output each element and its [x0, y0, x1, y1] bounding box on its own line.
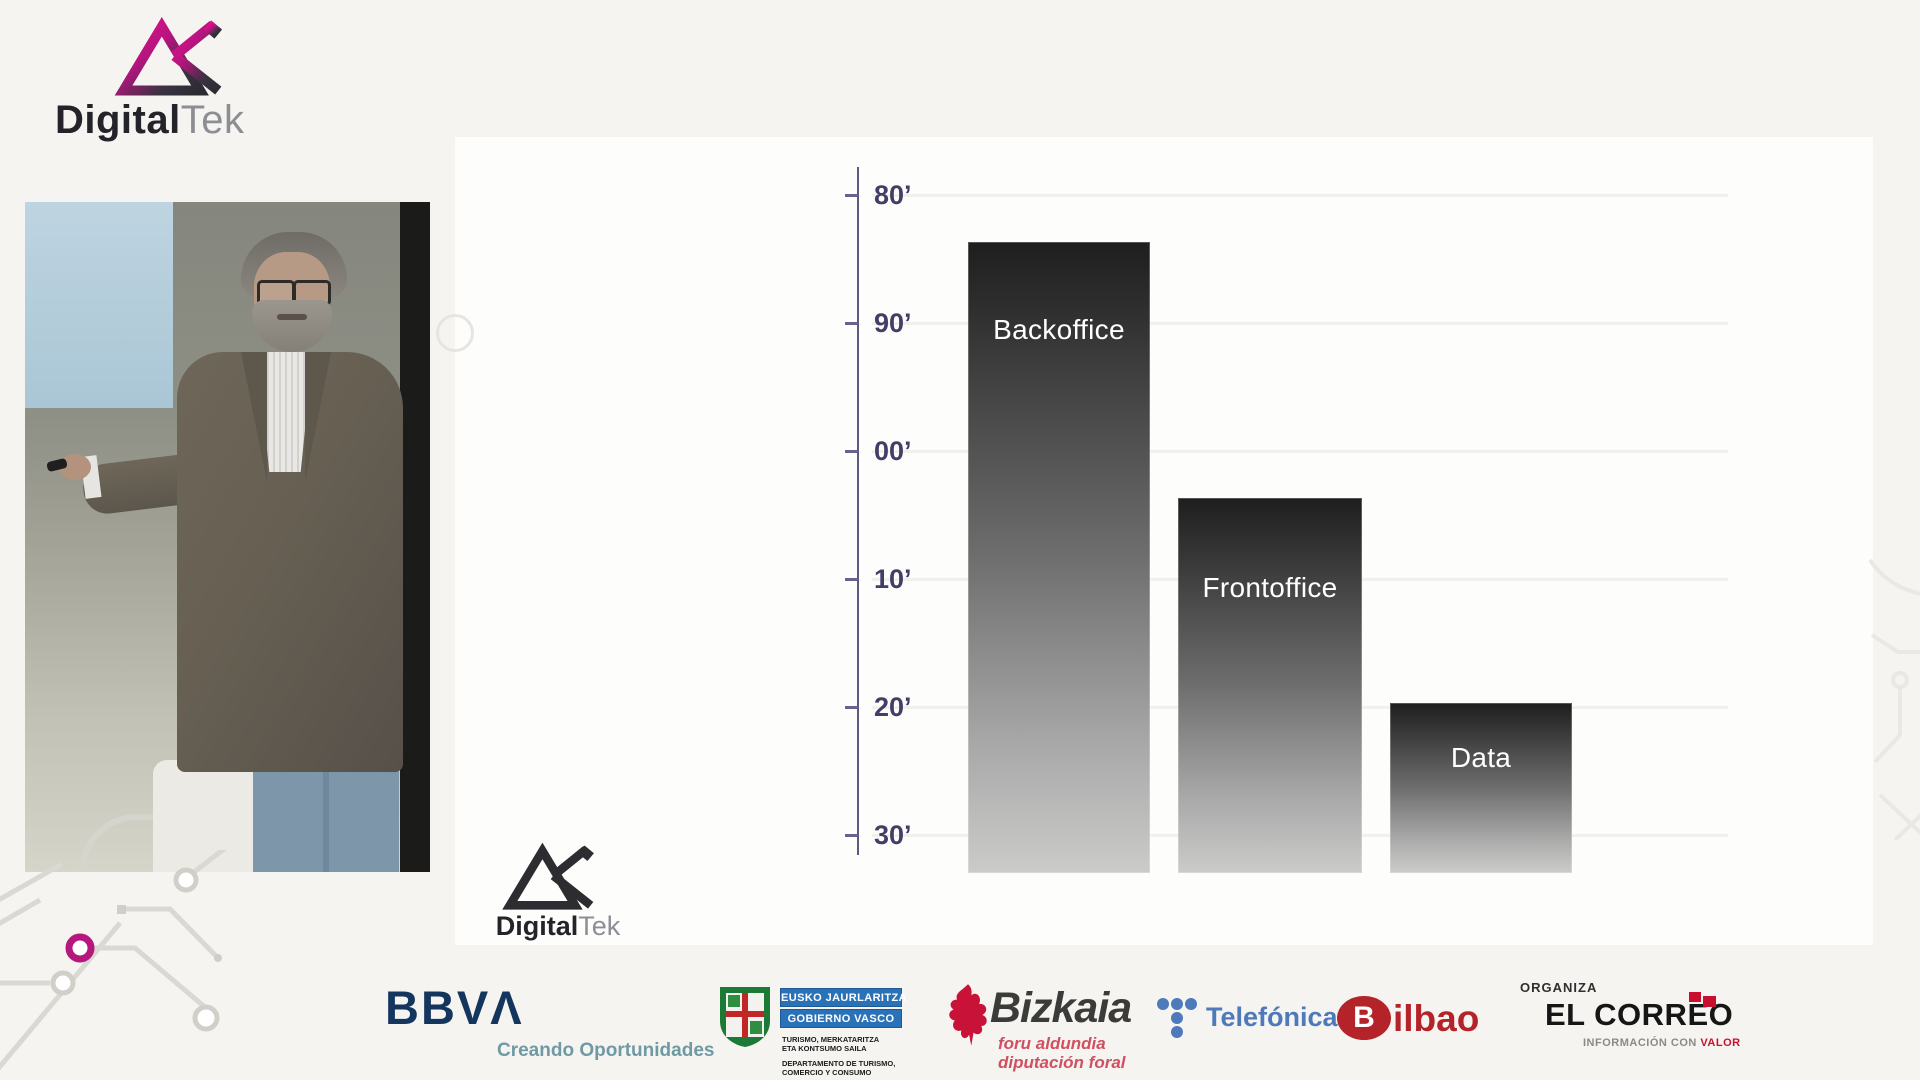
tagline-gray: INFORMACIÓN CON — [1583, 1037, 1697, 1049]
speaker-mouth — [277, 314, 307, 320]
bbva-tagline: Creando Oportunidades — [497, 1040, 715, 1061]
bar-label-backoffice: Backoffice — [993, 314, 1125, 345]
banner-line2: GOBIERNO VASCO — [780, 1009, 902, 1028]
el-correo-red-square-icon — [1703, 996, 1716, 1007]
banner-line1: EUSKO JAURLARITZA — [780, 988, 907, 1007]
bar-data — [1390, 703, 1572, 873]
telefonica-logo: Telefónica — [1206, 1002, 1338, 1032]
tick-label-00s: 00’ — [874, 436, 912, 466]
axis-tick — [845, 322, 858, 325]
speaker-photo — [25, 202, 430, 872]
gridline — [872, 322, 1728, 325]
slide-background — [455, 137, 1873, 945]
basque-coat-of-arms-icon — [720, 987, 770, 1047]
tick-label-90s: 90’ — [874, 308, 912, 338]
department-text-es: DEPARTAMENTO DE TURISMO, COMERCIO Y CONS… — [782, 1059, 896, 1077]
axis-tick — [845, 706, 858, 709]
tick-label-20s: 20’ — [874, 692, 912, 722]
magenta-node-icon — [65, 933, 95, 963]
gridline — [872, 450, 1728, 453]
bizkaia-subtitle: foru aldundia diputación foral — [998, 1034, 1126, 1072]
brand-tek: Tek — [180, 98, 245, 142]
bilbao-logo: ilbao — [1393, 998, 1480, 1039]
digitaltek-triangle-icon — [114, 17, 223, 96]
bar-label-data: Data — [1450, 742, 1512, 773]
el-correo-logo: EL CORREO — [1545, 997, 1734, 1032]
bar-label-frontoffice: Frontoffice — [1202, 572, 1338, 603]
bizkaia-logo: Bizkaia — [990, 984, 1132, 1032]
tick-label-30s: 30’ — [874, 820, 912, 850]
projection-screen — [25, 202, 173, 408]
tagline-red: VALOR — [1700, 1037, 1741, 1049]
digitaltek-logo-footer: DigitalTek — [488, 840, 628, 942]
speaker-beard — [252, 300, 332, 352]
bizkaia-sub2: diputación foral — [998, 1053, 1126, 1072]
el-correo-tagline: INFORMACIÓN CON VALOR — [1583, 1037, 1741, 1049]
organiza-label: ORGANIZA — [1520, 980, 1598, 995]
basque-government-banners: EUSKO JAURLARITZA GOBIERNO VASCO — [780, 988, 907, 1030]
digitaltek-logo: DigitalTek — [55, 14, 305, 143]
digitaltek-wordmark: DigitalTek — [55, 98, 305, 143]
brand-digital: Digital — [55, 98, 181, 142]
circuit-decoration-bottom-left — [0, 850, 227, 1071]
axis-tick — [845, 834, 858, 837]
axis-tick — [845, 578, 858, 581]
tick-label-80s: 80’ — [874, 180, 912, 210]
bizkaia-sub1: foru aldundia — [998, 1034, 1106, 1053]
bizkaia-oak-leaf-icon — [949, 984, 987, 1046]
department-text-eu: TURISMO, MERKATARITZA ETA KONTSUMO SAILA — [782, 1035, 880, 1053]
el-correo-red-square-icon — [1689, 992, 1701, 1002]
y-axis-line — [857, 167, 859, 855]
digitaltek-wordmark: DigitalTek — [488, 911, 628, 942]
axis-tick — [845, 194, 858, 197]
stage-dark-curtain — [400, 202, 430, 872]
circuit-decoration-right — [1868, 558, 1920, 840]
telefonica-dots-icon — [1157, 998, 1197, 1038]
faint-ring-decoration — [436, 314, 474, 352]
tick-label-10s: 10’ — [874, 564, 912, 594]
basque-government-logo: EUSKO JAURLARITZA GOBIERNO VASCO TURISMO… — [716, 983, 907, 1077]
axis-tick — [845, 450, 858, 453]
bar-frontoffice — [1178, 498, 1362, 873]
digitaltek-triangle-icon — [502, 842, 594, 910]
gridline — [872, 194, 1728, 197]
brand-digital: Digital — [495, 911, 579, 941]
bbva-logo: BBVΛ — [385, 981, 524, 1034]
bilbao-b-icon: B — [1337, 996, 1391, 1040]
bar-backoffice — [968, 242, 1150, 873]
brand-tek: Tek — [578, 911, 621, 941]
